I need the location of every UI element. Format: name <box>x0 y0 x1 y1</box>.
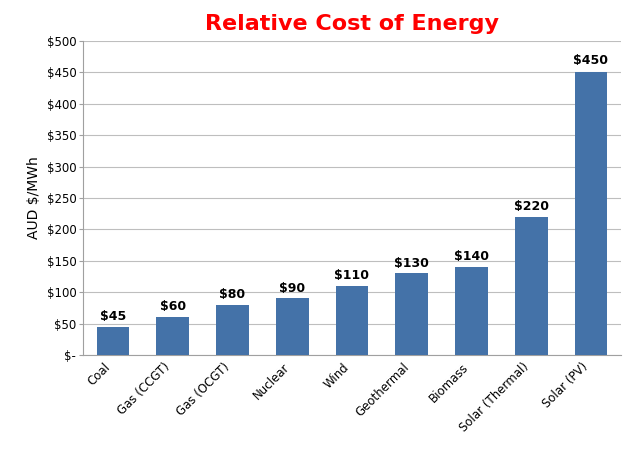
Text: $80: $80 <box>220 288 246 301</box>
Text: $110: $110 <box>335 269 369 282</box>
Bar <box>276 298 308 355</box>
Bar <box>156 317 189 355</box>
Bar <box>216 305 249 355</box>
Text: $140: $140 <box>454 250 489 263</box>
Bar <box>396 273 428 355</box>
Bar <box>515 217 548 355</box>
Bar <box>335 286 369 355</box>
Title: Relative Cost of Energy: Relative Cost of Energy <box>205 14 499 34</box>
Text: $45: $45 <box>100 310 126 323</box>
Y-axis label: AUD $/MWh: AUD $/MWh <box>27 157 41 239</box>
Bar <box>575 72 607 355</box>
Text: $60: $60 <box>160 300 186 313</box>
Bar <box>455 267 488 355</box>
Bar <box>97 327 129 355</box>
Text: $450: $450 <box>573 54 609 67</box>
Text: $220: $220 <box>514 200 548 213</box>
Text: $130: $130 <box>394 257 429 269</box>
Text: $90: $90 <box>279 282 305 295</box>
